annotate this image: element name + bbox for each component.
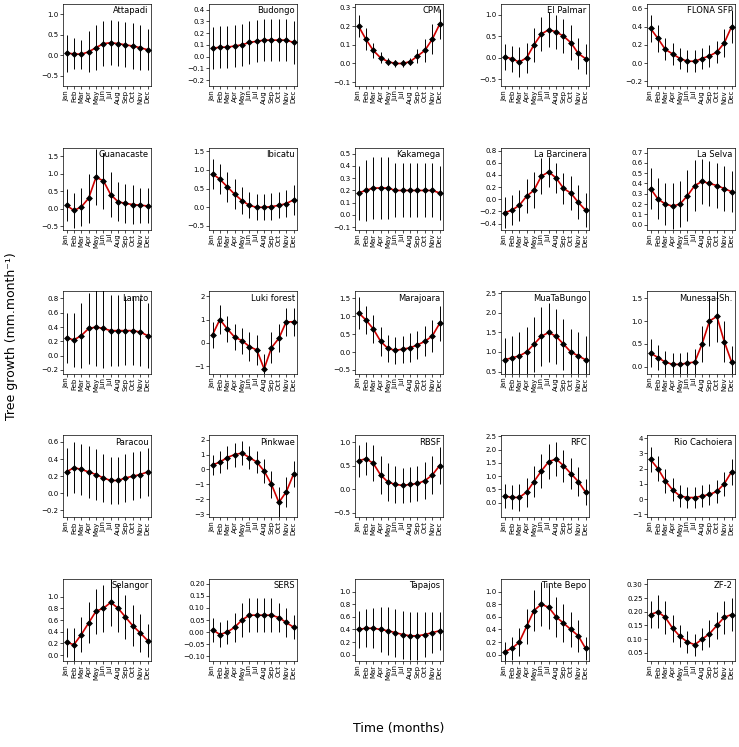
Text: FLONA SFP: FLONA SFP (687, 6, 732, 15)
Text: La Barcinera: La Barcinera (534, 150, 587, 159)
Text: Paracou: Paracou (115, 438, 149, 447)
Text: Selangor: Selangor (112, 581, 149, 590)
Text: RFC: RFC (570, 438, 587, 447)
Text: MuaTaBungo: MuaTaBungo (533, 294, 587, 303)
Text: Guanacaste: Guanacaste (98, 150, 149, 159)
Text: Budongo: Budongo (257, 6, 295, 15)
Text: RBSF: RBSF (419, 438, 440, 447)
Text: El Palmar: El Palmar (548, 6, 587, 15)
Text: Tree growth (mm.month⁻¹): Tree growth (mm.month⁻¹) (4, 252, 18, 420)
Text: Ibicatu: Ibicatu (266, 150, 295, 159)
Text: Tinte Bepo: Tinte Bepo (542, 581, 587, 590)
Text: Lamto: Lamto (123, 294, 149, 303)
Text: CPM: CPM (423, 6, 440, 15)
Text: Munessa-Sh.: Munessa-Sh. (679, 294, 732, 303)
Text: Pinkwae: Pinkwae (260, 438, 295, 447)
Text: Marajoara: Marajoara (398, 294, 440, 303)
Text: Kakamega: Kakamega (396, 150, 440, 159)
Text: Rio Cachoiera: Rio Cachoiera (674, 438, 732, 447)
Text: Luki forest: Luki forest (251, 294, 295, 303)
Text: Tapajos: Tapajos (409, 581, 440, 590)
Text: SERS: SERS (273, 581, 295, 590)
Text: La Selva: La Selva (698, 150, 732, 159)
Text: Attapadi: Attapadi (113, 6, 149, 15)
Text: Time (months): Time (months) (353, 722, 445, 735)
Text: ZF-2: ZF-2 (714, 581, 732, 590)
